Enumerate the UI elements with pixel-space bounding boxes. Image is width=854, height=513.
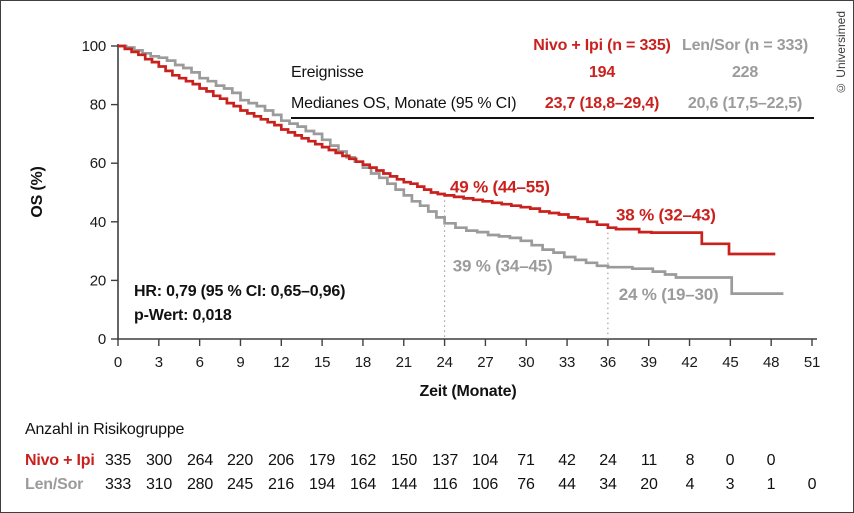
risk-count: 0 (766, 452, 776, 469)
x-axis-title: Zeit (Monate) (419, 383, 517, 400)
risk-count: 162 (349, 452, 377, 469)
risk-count: 42 (558, 452, 576, 469)
risk-count: 216 (267, 476, 295, 493)
risk-count: 220 (226, 452, 254, 469)
risk-count: 0 (725, 452, 735, 469)
summary-table-underline (291, 117, 814, 119)
curve-annotation: 24 % (19–30) (619, 285, 719, 304)
risk-count: 179 (308, 452, 336, 469)
summary-median-nivo-ipi: 23,7 (18,8–29,4) (544, 95, 660, 112)
hr-stats-box: HR: 0,79 (95 % CI: 0,65–0,96) p-Wert: 0,… (134, 280, 345, 328)
x-tick-label: 30 (518, 354, 534, 371)
risk-count: 44 (558, 476, 576, 493)
risk-row-label-nivo-ipi: Nivo + Ipi (25, 452, 95, 469)
risk-count: 310 (145, 476, 173, 493)
x-tick-label: 24 (436, 354, 452, 371)
risk-count: 106 (471, 476, 499, 493)
risk-count: 264 (186, 452, 214, 469)
x-tick-label: 27 (477, 354, 493, 371)
y-tick-label: 40 (90, 214, 106, 231)
y-tick-label: 60 (90, 155, 106, 172)
x-tick-label: 6 (196, 354, 204, 371)
risk-count: 164 (349, 476, 377, 493)
risk-count: 333 (104, 476, 132, 493)
summary-row-median-label: Medianes OS, Monate (95 % CI) (291, 95, 517, 112)
survival-curve-len-sor (118, 44, 784, 295)
curve-annotation: 38 % (32–43) (616, 205, 716, 224)
curve-annotation: 39 % (34–45) (453, 257, 553, 276)
x-tick-label: 39 (641, 354, 657, 371)
risk-count: 76 (517, 476, 535, 493)
y-tick-label: 0 (98, 331, 106, 348)
x-tick-label: 45 (722, 354, 738, 371)
risk-count: 1 (766, 476, 776, 493)
x-tick-label: 3 (155, 354, 163, 371)
risk-count: 206 (267, 452, 295, 469)
x-tick-label: 21 (396, 354, 412, 371)
x-tick-label: 9 (236, 354, 244, 371)
risk-count: 137 (431, 452, 459, 469)
summary-header-len-sor: Len/Sor (n = 333) (682, 37, 808, 54)
risk-count: 245 (226, 476, 254, 493)
risk-count: 4 (685, 476, 695, 493)
curve-annotation: 49 % (44–55) (450, 178, 550, 197)
risk-count: 280 (186, 476, 214, 493)
y-axis-title: OS (%) (29, 166, 46, 218)
x-tick-label: 42 (681, 354, 697, 371)
x-tick-label: 48 (763, 354, 779, 371)
risk-count: 194 (308, 476, 336, 493)
risk-count: 3 (725, 476, 735, 493)
y-tick-label: 20 (90, 272, 106, 289)
risk-table-title: Anzahl in Risikogruppe (25, 421, 185, 438)
risk-count: 104 (471, 452, 499, 469)
risk-count: 11 (640, 452, 658, 469)
risk-count: 300 (145, 452, 173, 469)
risk-count: 8 (685, 452, 695, 469)
summary-events-nivo-ipi: 194 (588, 64, 616, 81)
y-tick-label: 80 (90, 97, 106, 114)
hr-line: HR: 0,79 (95 % CI: 0,65–0,96) (134, 283, 346, 300)
x-tick-label: 12 (273, 354, 289, 371)
summary-header-nivo-ipi: Nivo + Ipi (n = 335) (533, 37, 671, 54)
x-tick-label: 33 (559, 354, 575, 371)
risk-count: 0 (807, 476, 817, 493)
risk-count: 71 (517, 452, 535, 469)
x-tick-label: 18 (355, 354, 371, 371)
risk-count: 144 (390, 476, 418, 493)
copyright-credit: © Universimed (834, 11, 848, 96)
x-tick-label: 51 (804, 354, 820, 371)
risk-count: 34 (599, 476, 617, 493)
x-tick-label: 0 (114, 354, 122, 371)
risk-count: 20 (640, 476, 658, 493)
x-tick-label: 15 (314, 354, 330, 371)
summary-row-events-label: Ereignisse (291, 64, 364, 81)
risk-count: 24 (599, 452, 617, 469)
summary-median-len-sor: 20,6 (17,5–22,5) (687, 95, 803, 112)
y-tick-label: 100 (82, 38, 106, 55)
summary-events-len-sor: 228 (731, 64, 759, 81)
risk-count: 116 (432, 476, 458, 493)
p-value-line: p-Wert: 0,018 (134, 307, 232, 324)
risk-row-label-len-sor: Len/Sor (25, 476, 84, 493)
survival-curve-nivo---ipi (118, 44, 776, 256)
x-tick-label: 36 (600, 354, 616, 371)
risk-count: 150 (390, 452, 418, 469)
risk-count: 335 (104, 452, 132, 469)
